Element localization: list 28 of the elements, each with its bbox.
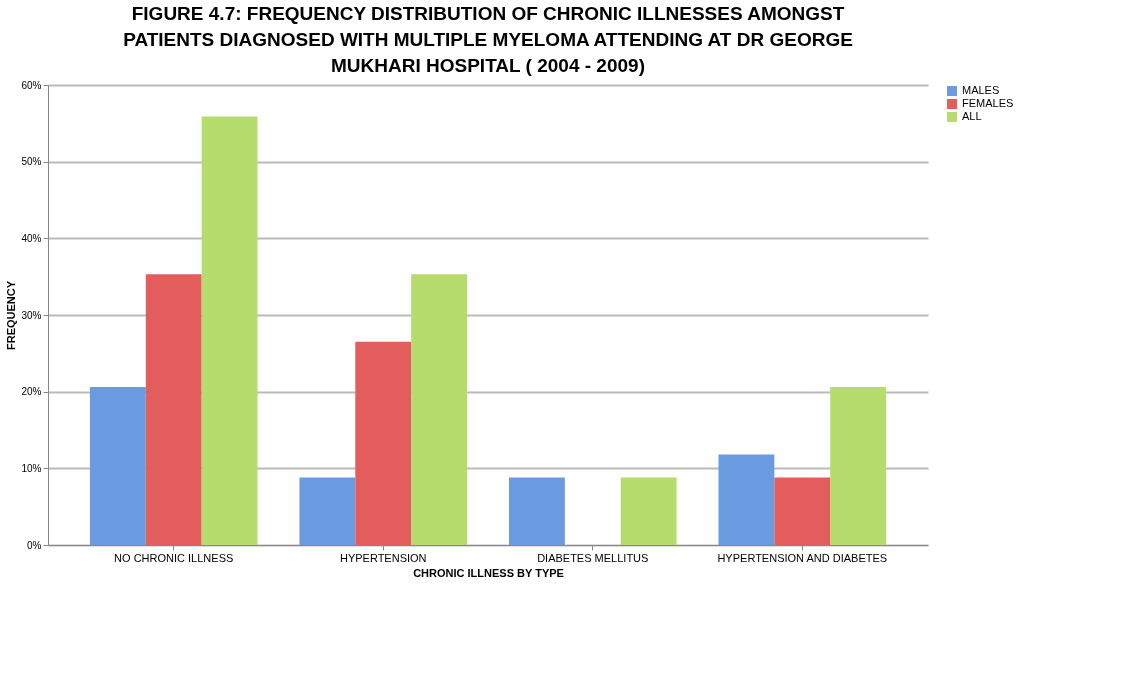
y-tick-label: 20% <box>21 386 42 398</box>
bar <box>830 387 887 545</box>
bar <box>299 477 356 545</box>
chart-title: FIGURE 4.7: FREQUENCY DISTRIBUTION OF CHRONIC ILLNESSES AMONGST PATIENTS DIAGNOSED WITH MULTIPLE MYELOMA ATTENDING AT DR GEORGE MUKHARI HOSPITAL ( 2004 - 2009) <box>123 3 853 76</box>
x-tick-label: HYPERTENSION <box>339 551 427 564</box>
y-tick-label: 10% <box>21 462 42 474</box>
y-axis-title: FREQUENCY <box>5 280 18 351</box>
bar <box>508 477 565 545</box>
x-tick-label: DIABETES MELLITUS <box>537 551 649 564</box>
legend-label: FEMALES <box>962 97 1014 109</box>
bar <box>355 341 412 545</box>
y-tick-label: 50% <box>21 156 42 168</box>
y-tick-label: 0% <box>27 539 42 551</box>
legend-label: ALL <box>962 110 982 122</box>
y-tick-label: 60% <box>21 79 42 91</box>
x-tick-label: HYPERTENSION AND DIABETES <box>717 551 888 564</box>
bar <box>89 387 146 545</box>
bar <box>145 274 202 545</box>
bar <box>201 116 258 545</box>
x-axis-title: CHRONIC ILLNESS BY TYPE <box>413 566 564 579</box>
bar <box>411 274 468 545</box>
bar <box>718 454 775 545</box>
x-tick-label: NO CHRONIC ILLNESS <box>114 551 234 564</box>
y-tick-label: 40% <box>21 232 42 244</box>
legend-label: MALES <box>962 84 1000 96</box>
bar <box>620 477 677 545</box>
bar <box>774 477 831 545</box>
y-tick-label: 30% <box>21 309 42 321</box>
